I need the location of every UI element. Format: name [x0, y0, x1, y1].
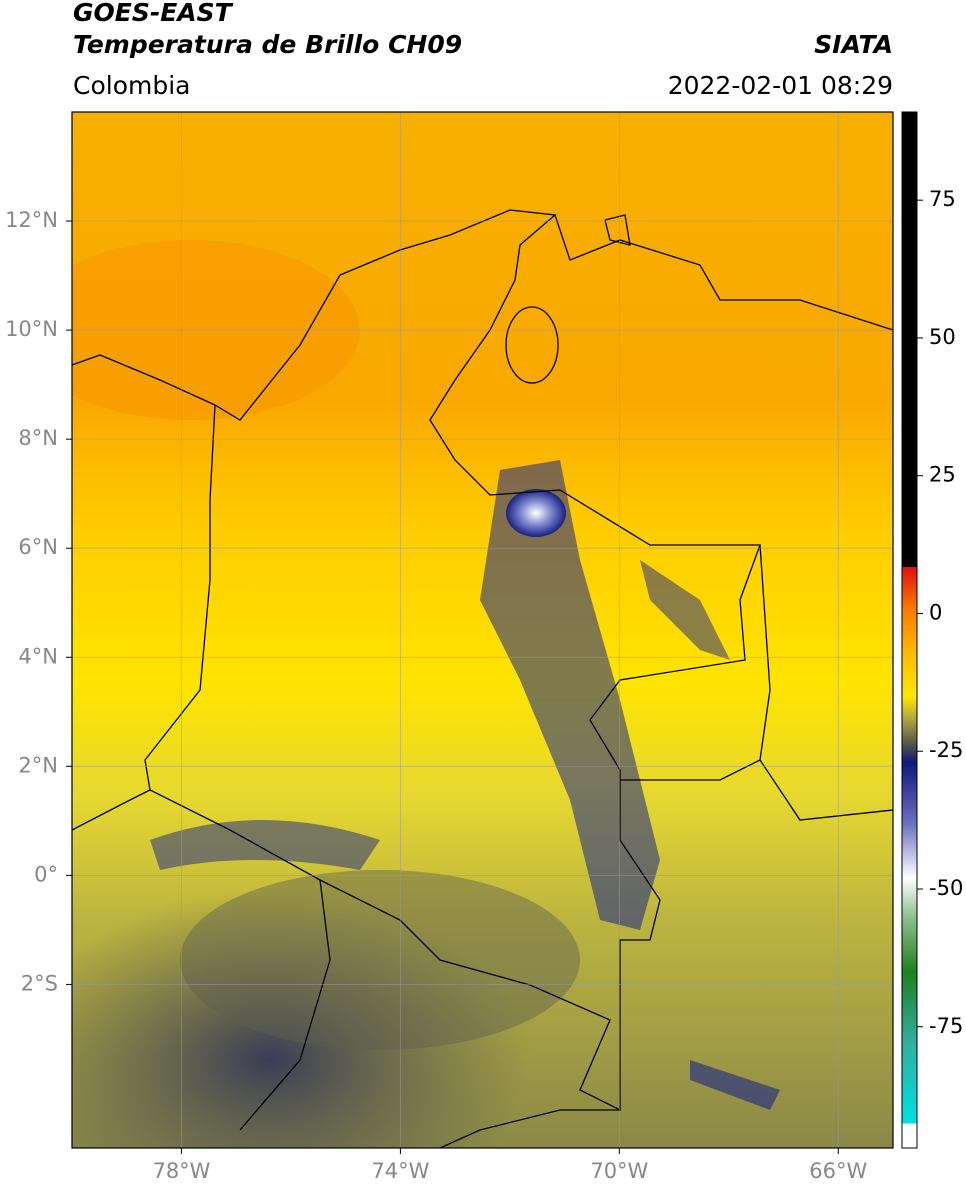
y-tick-label: 8°N: [18, 426, 58, 450]
subtitle: Temperatura de Brillo CH09: [73, 30, 462, 59]
tick-labels: 78°W 74°W 70°W 66°W 12°N 10°N 8°N 6°N 4°N 2°N 0° 2°…: [5, 187, 963, 1183]
x-tick-label: 74°W: [371, 1159, 429, 1183]
y-tick-label: 2°N: [18, 753, 58, 777]
satellite-image: [72, 112, 893, 1148]
colorbar-tick-label: -50: [929, 876, 963, 900]
y-tick-label: 4°N: [18, 644, 58, 668]
colorbar: [902, 112, 917, 1148]
colorbar-tick-label: 50: [929, 325, 956, 349]
colorbar-tick-label: 25: [929, 463, 956, 487]
colorbar-frame: [901, 111, 918, 1149]
x-tick-label: 66°W: [809, 1159, 867, 1183]
source: SIATA: [814, 30, 893, 59]
colorbar-tick-label: -75: [929, 1014, 963, 1038]
colorbar-tick-label: 0: [929, 600, 942, 624]
timestamp: 2022-02-01 08:29: [668, 71, 893, 100]
grid: [72, 112, 893, 1148]
title: GOES-EAST: [73, 0, 234, 27]
x-tick-label: 78°W: [152, 1159, 210, 1183]
x-tick-label: 70°W: [590, 1159, 648, 1183]
y-tick-label: 12°N: [5, 208, 58, 232]
y-tick-label: 6°N: [18, 535, 58, 559]
y-tick-label: 0°: [34, 862, 58, 886]
y-tick-label: 2°S: [21, 971, 58, 995]
region: Colombia: [73, 71, 190, 100]
colorbar-tick-label: -25: [929, 738, 963, 762]
map-frame: [71, 111, 894, 1149]
y-tick-label: 10°N: [5, 317, 58, 341]
colorbar-fill: [902, 112, 917, 1148]
colorbar-tick-label: 75: [929, 187, 956, 211]
